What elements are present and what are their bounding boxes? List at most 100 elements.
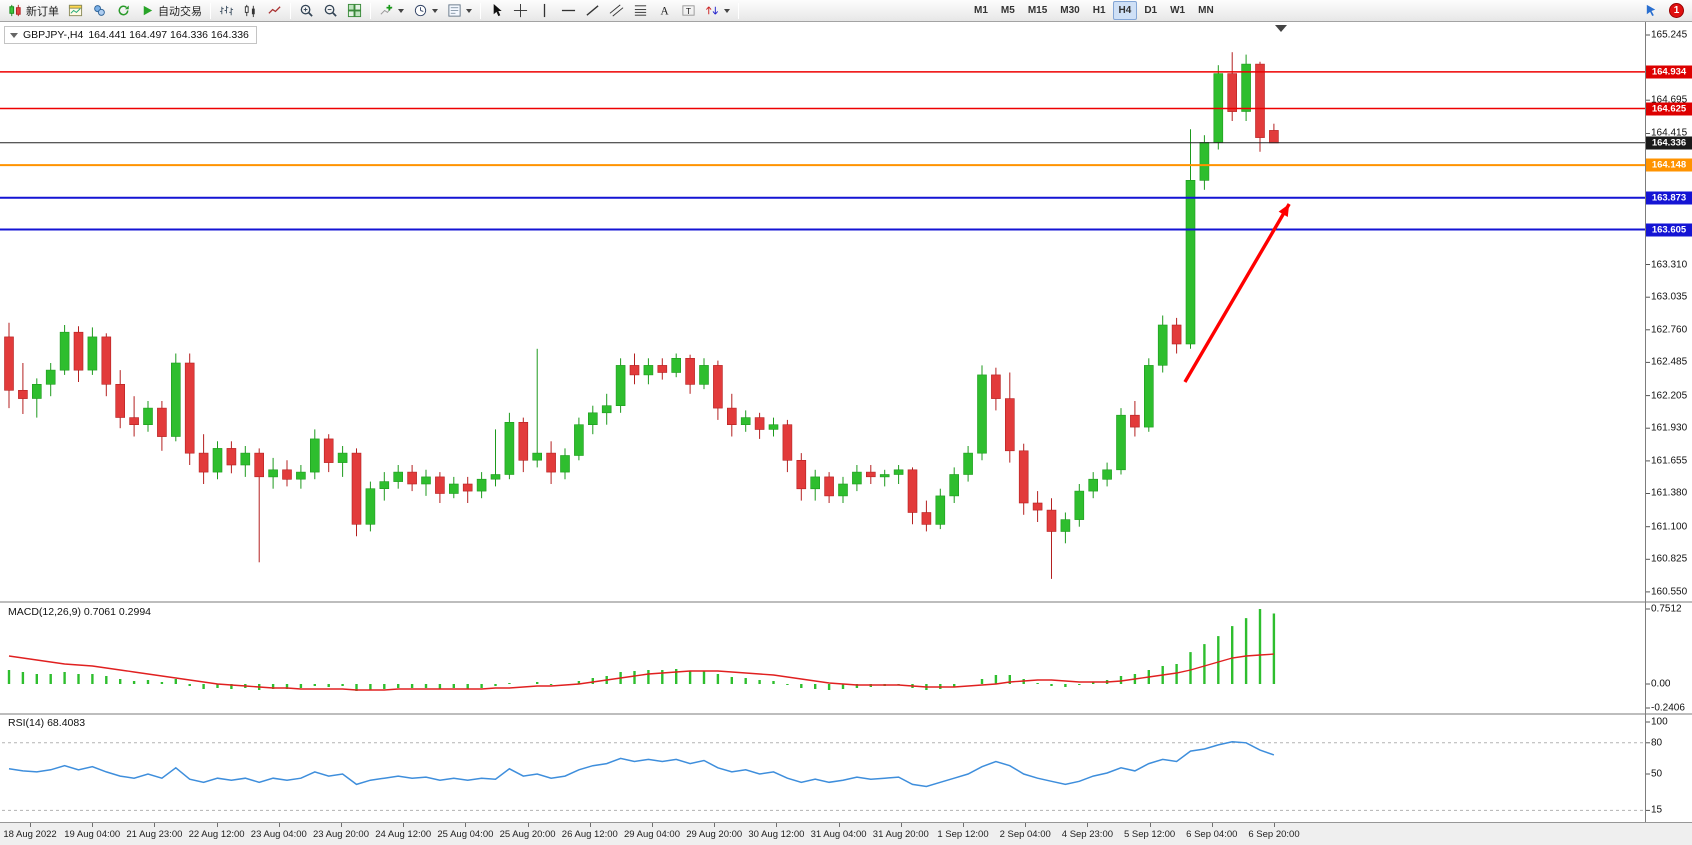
panel-splitter[interactable]: [0, 601, 1692, 603]
channel-button[interactable]: [605, 1, 628, 20]
price-tick-label: 160.825: [1651, 553, 1688, 565]
horizontal-line-button[interactable]: [557, 1, 580, 20]
time-tick-label: 21 Aug 23:00: [126, 829, 183, 840]
fibonacci-button[interactable]: [629, 1, 652, 20]
tf-m30-button[interactable]: M30: [1054, 1, 1085, 20]
trendline-icon: [585, 3, 600, 18]
play-icon: [140, 3, 155, 18]
time-tick: [30, 823, 31, 827]
price-tick-label: 161.930: [1651, 422, 1688, 434]
zoom-out-button[interactable]: [319, 1, 342, 20]
crosshair-icon: [513, 3, 528, 18]
trendline-button[interactable]: [581, 1, 604, 20]
periods-button[interactable]: [409, 1, 442, 20]
price-tick-label: 165.245: [1651, 29, 1688, 41]
tile-windows-button[interactable]: [343, 1, 366, 20]
time-tick-label: 2 Sep 04:00: [999, 829, 1051, 840]
tf-m1-button-label: M1: [974, 5, 988, 16]
time-tick-label: 1 Sep 12:00: [937, 829, 989, 840]
chart-shift-marker[interactable]: [1275, 25, 1287, 32]
time-tick-label: 19 Aug 04:00: [64, 829, 121, 840]
periods-icon: [413, 3, 428, 18]
time-tick-label: 5 Sep 12:00: [1123, 829, 1176, 840]
time-tick: [1025, 823, 1027, 827]
line-chart-button[interactable]: [263, 1, 286, 20]
price-axis-border: [1645, 22, 1646, 822]
rsi-scale-label: 100: [1651, 716, 1668, 728]
time-tick: [154, 823, 156, 827]
time-tick: [714, 823, 716, 827]
rsi-line: [8, 741, 1275, 788]
time-tick: [278, 823, 280, 827]
cursor-button[interactable]: [485, 1, 508, 20]
tf-w1-button-label: W1: [1170, 5, 1186, 16]
tf-m1-button[interactable]: M1: [968, 1, 994, 20]
tf-h4-button-label: H4: [1118, 5, 1132, 16]
trend-arrow[interactable]: [1183, 203, 1291, 383]
candlestick-icon: [243, 3, 258, 18]
templates-button[interactable]: [443, 1, 476, 20]
price-tick-label: 163.035: [1651, 291, 1688, 303]
autotrading-button-label: 自动交易: [158, 5, 202, 18]
new-order-button[interactable]: 新订单: [4, 1, 63, 20]
time-tick: [1211, 823, 1213, 827]
candlestick-chart-button[interactable]: [239, 1, 262, 20]
tile-windows-icon: [347, 3, 362, 18]
time-tick-label: 18 Aug 2022: [3, 829, 57, 840]
candle-pair-icon: [8, 3, 23, 18]
tf-mn-button[interactable]: MN: [1192, 1, 1220, 20]
line-chart-icon: [267, 3, 282, 18]
tf-h4-button[interactable]: H4: [1112, 1, 1138, 20]
tf-m15-button[interactable]: M15: [1022, 1, 1053, 20]
time-tick: [92, 823, 94, 827]
chevron-down-icon: [466, 8, 472, 13]
chart-ohlc-values: 164.441 164.497 164.336 164.336: [88, 29, 249, 41]
tf-w1-button[interactable]: W1: [1164, 1, 1191, 20]
label-button[interactable]: T: [677, 1, 700, 20]
tf-d1-button[interactable]: D1: [1138, 1, 1163, 20]
arrows-button[interactable]: [701, 1, 734, 20]
vertical-line-button[interactable]: [533, 1, 556, 20]
bar-chart-icon: [219, 3, 234, 18]
text-button[interactable]: A: [653, 1, 676, 20]
tf-m5-button-label: M5: [1000, 5, 1015, 16]
crosshair-button[interactable]: [509, 1, 532, 20]
time-tick: [527, 823, 529, 827]
time-tick: [1274, 823, 1275, 827]
chevron-down-icon: [724, 8, 730, 13]
collapse-chart-icon[interactable]: [10, 32, 18, 38]
profiles-button[interactable]: [88, 1, 111, 20]
time-tick: [403, 823, 405, 827]
chart-title: GBPJPY-,H4 164.441 164.497 164.336 164.3…: [4, 26, 257, 44]
refresh-button[interactable]: [112, 1, 135, 20]
tf-h1-button[interactable]: H1: [1087, 1, 1112, 20]
fibonacci-icon: [633, 3, 648, 18]
rsi-scale-label: 15: [1651, 804, 1663, 816]
tf-m5-button[interactable]: M5: [995, 1, 1021, 20]
price-tick-label: 164.415: [1651, 127, 1688, 139]
toolbar-separator: [290, 2, 291, 19]
price-tick-label: 163.310: [1651, 259, 1688, 271]
pointer-button[interactable]: [1640, 1, 1663, 20]
bar-chart-button[interactable]: [215, 1, 238, 20]
tf-m15-button-label: M15: [1027, 5, 1048, 16]
toolbar-separator: [210, 2, 211, 19]
autotrading-button[interactable]: 自动交易: [136, 1, 206, 20]
zoom-in-icon: [299, 3, 314, 18]
indicators-button[interactable]: [375, 1, 408, 20]
macd-indicator-label: MACD(12,26,9) 0.7061 0.2994: [6, 606, 154, 618]
arrows-icon: [705, 3, 720, 18]
indicators-icon: [379, 3, 394, 18]
notifications-button[interactable]: 1: [1669, 3, 1684, 18]
chart-window-button[interactable]: [64, 1, 87, 20]
candlestick-series: [4, 52, 1279, 579]
panel-splitter[interactable]: [0, 713, 1692, 715]
time-tick: [341, 823, 342, 827]
price-tick-label: 162.205: [1651, 390, 1688, 402]
zoom-in-button[interactable]: [295, 1, 318, 20]
price-badge: 164.148: [1646, 158, 1692, 172]
time-axis[interactable]: 18 Aug 2022 19 Aug 04:00 21 Aug 23:00 22 Au…: [0, 822, 1692, 845]
rsi-scale-label: 80: [1651, 737, 1663, 749]
